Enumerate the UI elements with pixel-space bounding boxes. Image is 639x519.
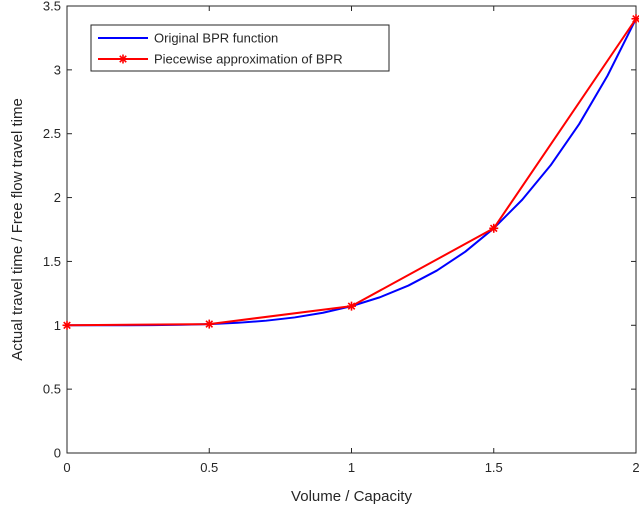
x-axis-ticks: 0 0.5 1 1.5 2 [63, 6, 639, 475]
data-point-marker [204, 319, 214, 329]
data-point-marker [489, 223, 499, 233]
series-layer [62, 14, 639, 330]
legend-entry-piecewise: Piecewise approximation of BPR [154, 52, 343, 67]
y-tick-label: 3 [54, 62, 61, 77]
x-tick-label: 2 [632, 460, 639, 475]
legend: Original BPR function Piecewise approxim… [90, 24, 390, 72]
y-tick-label: 2 [54, 190, 61, 205]
legend-asterisk-marker [118, 54, 128, 64]
y-tick-label: 0 [54, 446, 61, 461]
x-tick-label: 1 [348, 460, 355, 475]
legend-box [90, 24, 390, 72]
y-axis-label: Actual travel time / Free flow travel ti… [9, 98, 26, 361]
y-tick-label: 3.5 [43, 0, 61, 14]
x-tick-label: 1.5 [485, 460, 503, 475]
x-tick-label: 0 [63, 460, 70, 475]
y-tick-label: 0.5 [43, 382, 61, 397]
x-tick-label: 0.5 [200, 460, 218, 475]
y-axis-ticks: 0 0.5 1 1.5 2 2.5 3 3.5 [43, 0, 636, 461]
y-tick-label: 2.5 [43, 126, 61, 141]
legend-marker-piecewise [118, 54, 128, 64]
data-point-marker [62, 320, 72, 330]
legend-entry-original-bpr: Original BPR function [154, 31, 278, 46]
data-point-marker [631, 14, 639, 24]
y-tick-label: 1.5 [43, 254, 61, 269]
x-axis-label: Volume / Capacity [291, 488, 412, 505]
data-point-marker [347, 301, 356, 311]
plot-area [66, 5, 637, 454]
y-tick-label: 1 [54, 318, 61, 333]
axes-box [66, 5, 637, 454]
